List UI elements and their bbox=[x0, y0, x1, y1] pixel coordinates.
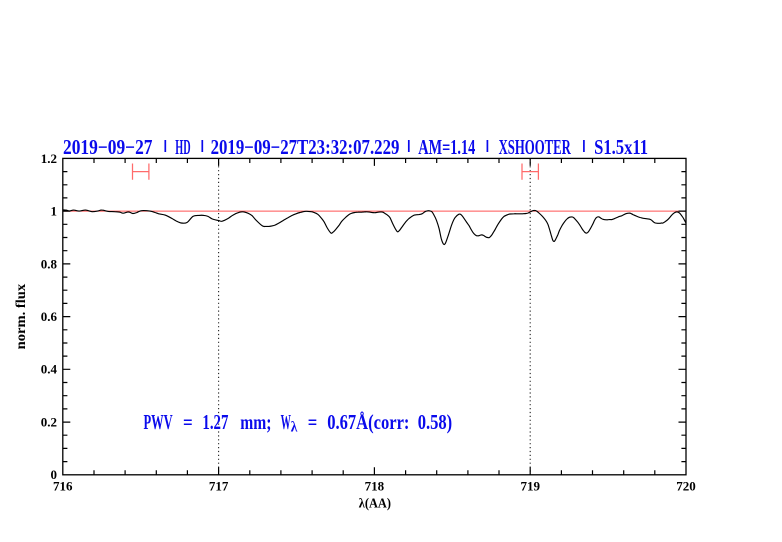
svg-text:HD: HD bbox=[175, 135, 190, 159]
svg-text:AM=1.14: AM=1.14 bbox=[418, 135, 475, 159]
svg-text:0.67Å(corr: 0.58): 0.67Å(corr: 0.58) bbox=[327, 410, 452, 434]
svg-text:0.2: 0.2 bbox=[41, 415, 57, 430]
svg-text:norm. flux: norm. flux bbox=[14, 284, 29, 350]
svg-text:XSHOOTER: XSHOOTER bbox=[499, 135, 572, 159]
svg-text:1.27: 1.27 bbox=[202, 410, 228, 434]
svg-text:=: = bbox=[183, 410, 193, 434]
svg-text:1.2: 1.2 bbox=[41, 151, 57, 166]
svg-text:PWV: PWV bbox=[144, 410, 173, 434]
svg-text:2019−09−27T23:32:07.229: 2019−09−27T23:32:07.229 bbox=[211, 135, 400, 159]
svg-text:718: 718 bbox=[365, 478, 385, 493]
svg-text:λ: λ bbox=[291, 420, 298, 436]
svg-text:λ(AA): λ(AA) bbox=[359, 495, 391, 510]
svg-text:0.4: 0.4 bbox=[41, 362, 58, 377]
svg-text:716: 716 bbox=[53, 478, 73, 493]
svg-text:2019−09−27: 2019−09−27 bbox=[63, 135, 153, 159]
svg-text:0.8: 0.8 bbox=[41, 256, 58, 271]
svg-text:0.6: 0.6 bbox=[41, 309, 58, 324]
svg-text:=: = bbox=[308, 410, 318, 434]
svg-text:1: 1 bbox=[51, 204, 58, 219]
svg-text:W: W bbox=[281, 410, 291, 434]
svg-text:mm;: mm; bbox=[240, 410, 271, 434]
svg-text:S1.5x11: S1.5x11 bbox=[594, 135, 648, 159]
svg-text:717: 717 bbox=[209, 478, 229, 493]
svg-text:720: 720 bbox=[676, 478, 696, 493]
svg-text:0: 0 bbox=[51, 467, 58, 482]
svg-text:719: 719 bbox=[520, 478, 540, 493]
